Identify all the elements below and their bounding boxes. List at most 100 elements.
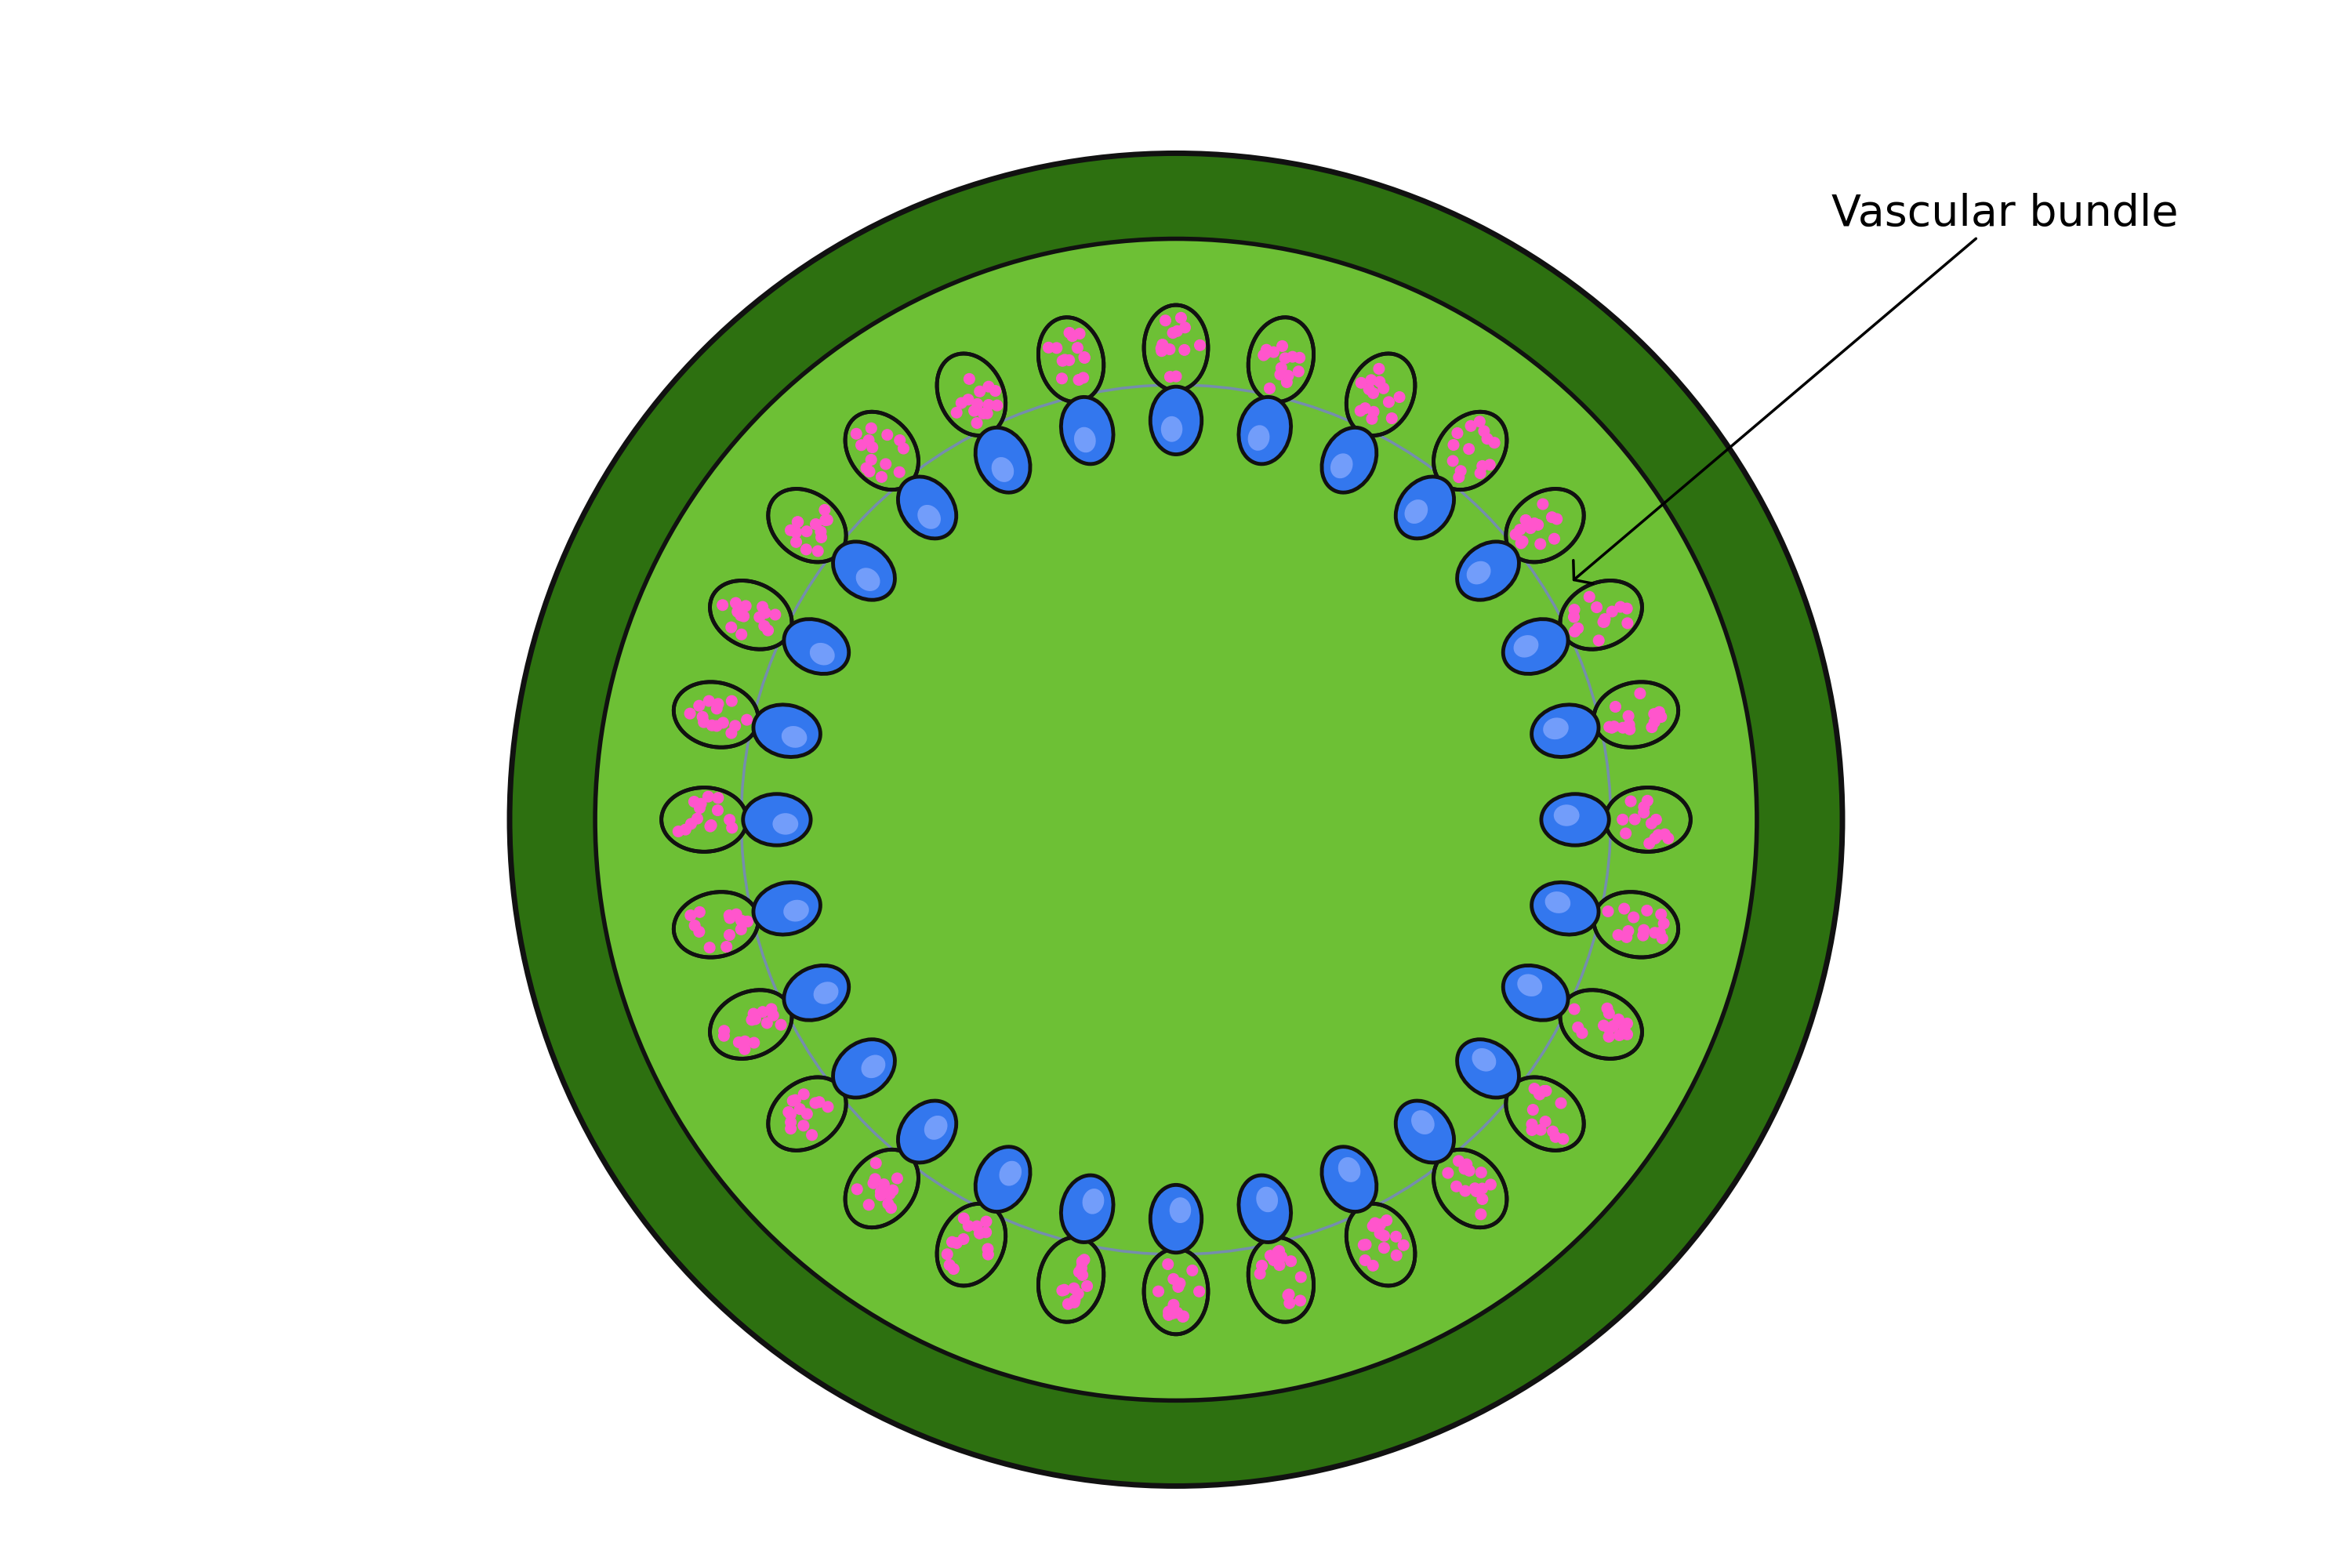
Circle shape [1653,829,1663,840]
Circle shape [1463,1165,1475,1176]
Circle shape [786,525,795,536]
Circle shape [866,423,877,434]
Circle shape [1599,616,1609,627]
Circle shape [1369,1218,1381,1228]
Circle shape [1265,383,1275,394]
Circle shape [703,696,715,706]
Circle shape [1621,604,1632,613]
Ellipse shape [1435,1149,1508,1228]
Circle shape [1529,1083,1541,1094]
Circle shape [821,514,833,525]
Ellipse shape [1505,1077,1583,1151]
Circle shape [689,797,699,808]
Circle shape [1604,1008,1613,1019]
Circle shape [694,906,706,917]
Circle shape [696,798,706,809]
Circle shape [884,1189,896,1200]
Circle shape [1623,710,1635,721]
Circle shape [1628,913,1639,922]
Circle shape [1164,1306,1174,1317]
Circle shape [1058,1284,1070,1295]
Circle shape [1376,1220,1385,1229]
Circle shape [1157,345,1167,356]
Circle shape [1623,925,1635,936]
Circle shape [1395,392,1404,403]
Ellipse shape [924,1115,948,1140]
Circle shape [748,1008,760,1019]
Circle shape [720,1030,729,1041]
Circle shape [1369,406,1378,417]
Circle shape [720,1025,729,1036]
Circle shape [1637,930,1649,941]
Circle shape [731,607,743,618]
Circle shape [691,814,703,823]
Circle shape [1609,721,1621,732]
Circle shape [1644,837,1656,848]
Circle shape [1658,919,1670,928]
Ellipse shape [661,787,748,851]
Circle shape [684,909,696,920]
Circle shape [964,373,974,384]
Circle shape [851,1184,863,1195]
Circle shape [1599,613,1611,624]
Circle shape [1077,1270,1087,1281]
Ellipse shape [1517,974,1543,996]
Ellipse shape [1458,1040,1519,1098]
Circle shape [1073,342,1082,353]
Circle shape [950,408,962,419]
Circle shape [1613,930,1623,941]
Circle shape [1606,607,1618,616]
Circle shape [1538,1085,1550,1096]
Circle shape [1461,1185,1470,1196]
Circle shape [1381,1215,1392,1226]
Circle shape [1171,372,1181,381]
Circle shape [983,400,995,411]
Circle shape [1181,321,1190,332]
Circle shape [1656,909,1668,920]
Ellipse shape [809,643,835,665]
Ellipse shape [1322,1146,1376,1212]
Ellipse shape [1404,500,1428,524]
Circle shape [1169,1300,1178,1311]
Circle shape [1536,539,1545,549]
Ellipse shape [1545,892,1571,913]
Circle shape [724,814,734,825]
Circle shape [1475,1209,1486,1220]
Circle shape [1277,340,1287,351]
Circle shape [1526,1120,1538,1129]
Circle shape [891,1173,903,1184]
Ellipse shape [898,1101,957,1162]
Circle shape [722,941,731,952]
Circle shape [1534,1090,1545,1099]
Circle shape [724,930,734,941]
Ellipse shape [743,793,811,845]
Ellipse shape [844,1149,917,1228]
Circle shape [673,826,684,837]
Circle shape [821,514,830,525]
Circle shape [1178,1311,1188,1322]
Circle shape [882,1198,894,1209]
Ellipse shape [1559,580,1642,649]
Ellipse shape [710,580,793,649]
Ellipse shape [1037,1237,1103,1322]
Circle shape [727,823,739,833]
Circle shape [790,527,802,538]
Circle shape [851,428,861,439]
Ellipse shape [1240,1176,1291,1242]
Circle shape [1275,1245,1284,1256]
Circle shape [1367,1261,1378,1272]
Ellipse shape [1249,425,1270,450]
Ellipse shape [783,900,809,922]
Circle shape [1070,1295,1080,1306]
Ellipse shape [917,505,941,528]
Circle shape [943,1259,955,1270]
Circle shape [1548,1126,1557,1137]
Circle shape [868,442,877,453]
Circle shape [760,621,769,632]
Circle shape [856,439,866,450]
Circle shape [948,1237,957,1248]
Circle shape [1075,1267,1084,1278]
Circle shape [689,920,701,931]
Circle shape [1583,591,1595,602]
Circle shape [1653,707,1665,718]
